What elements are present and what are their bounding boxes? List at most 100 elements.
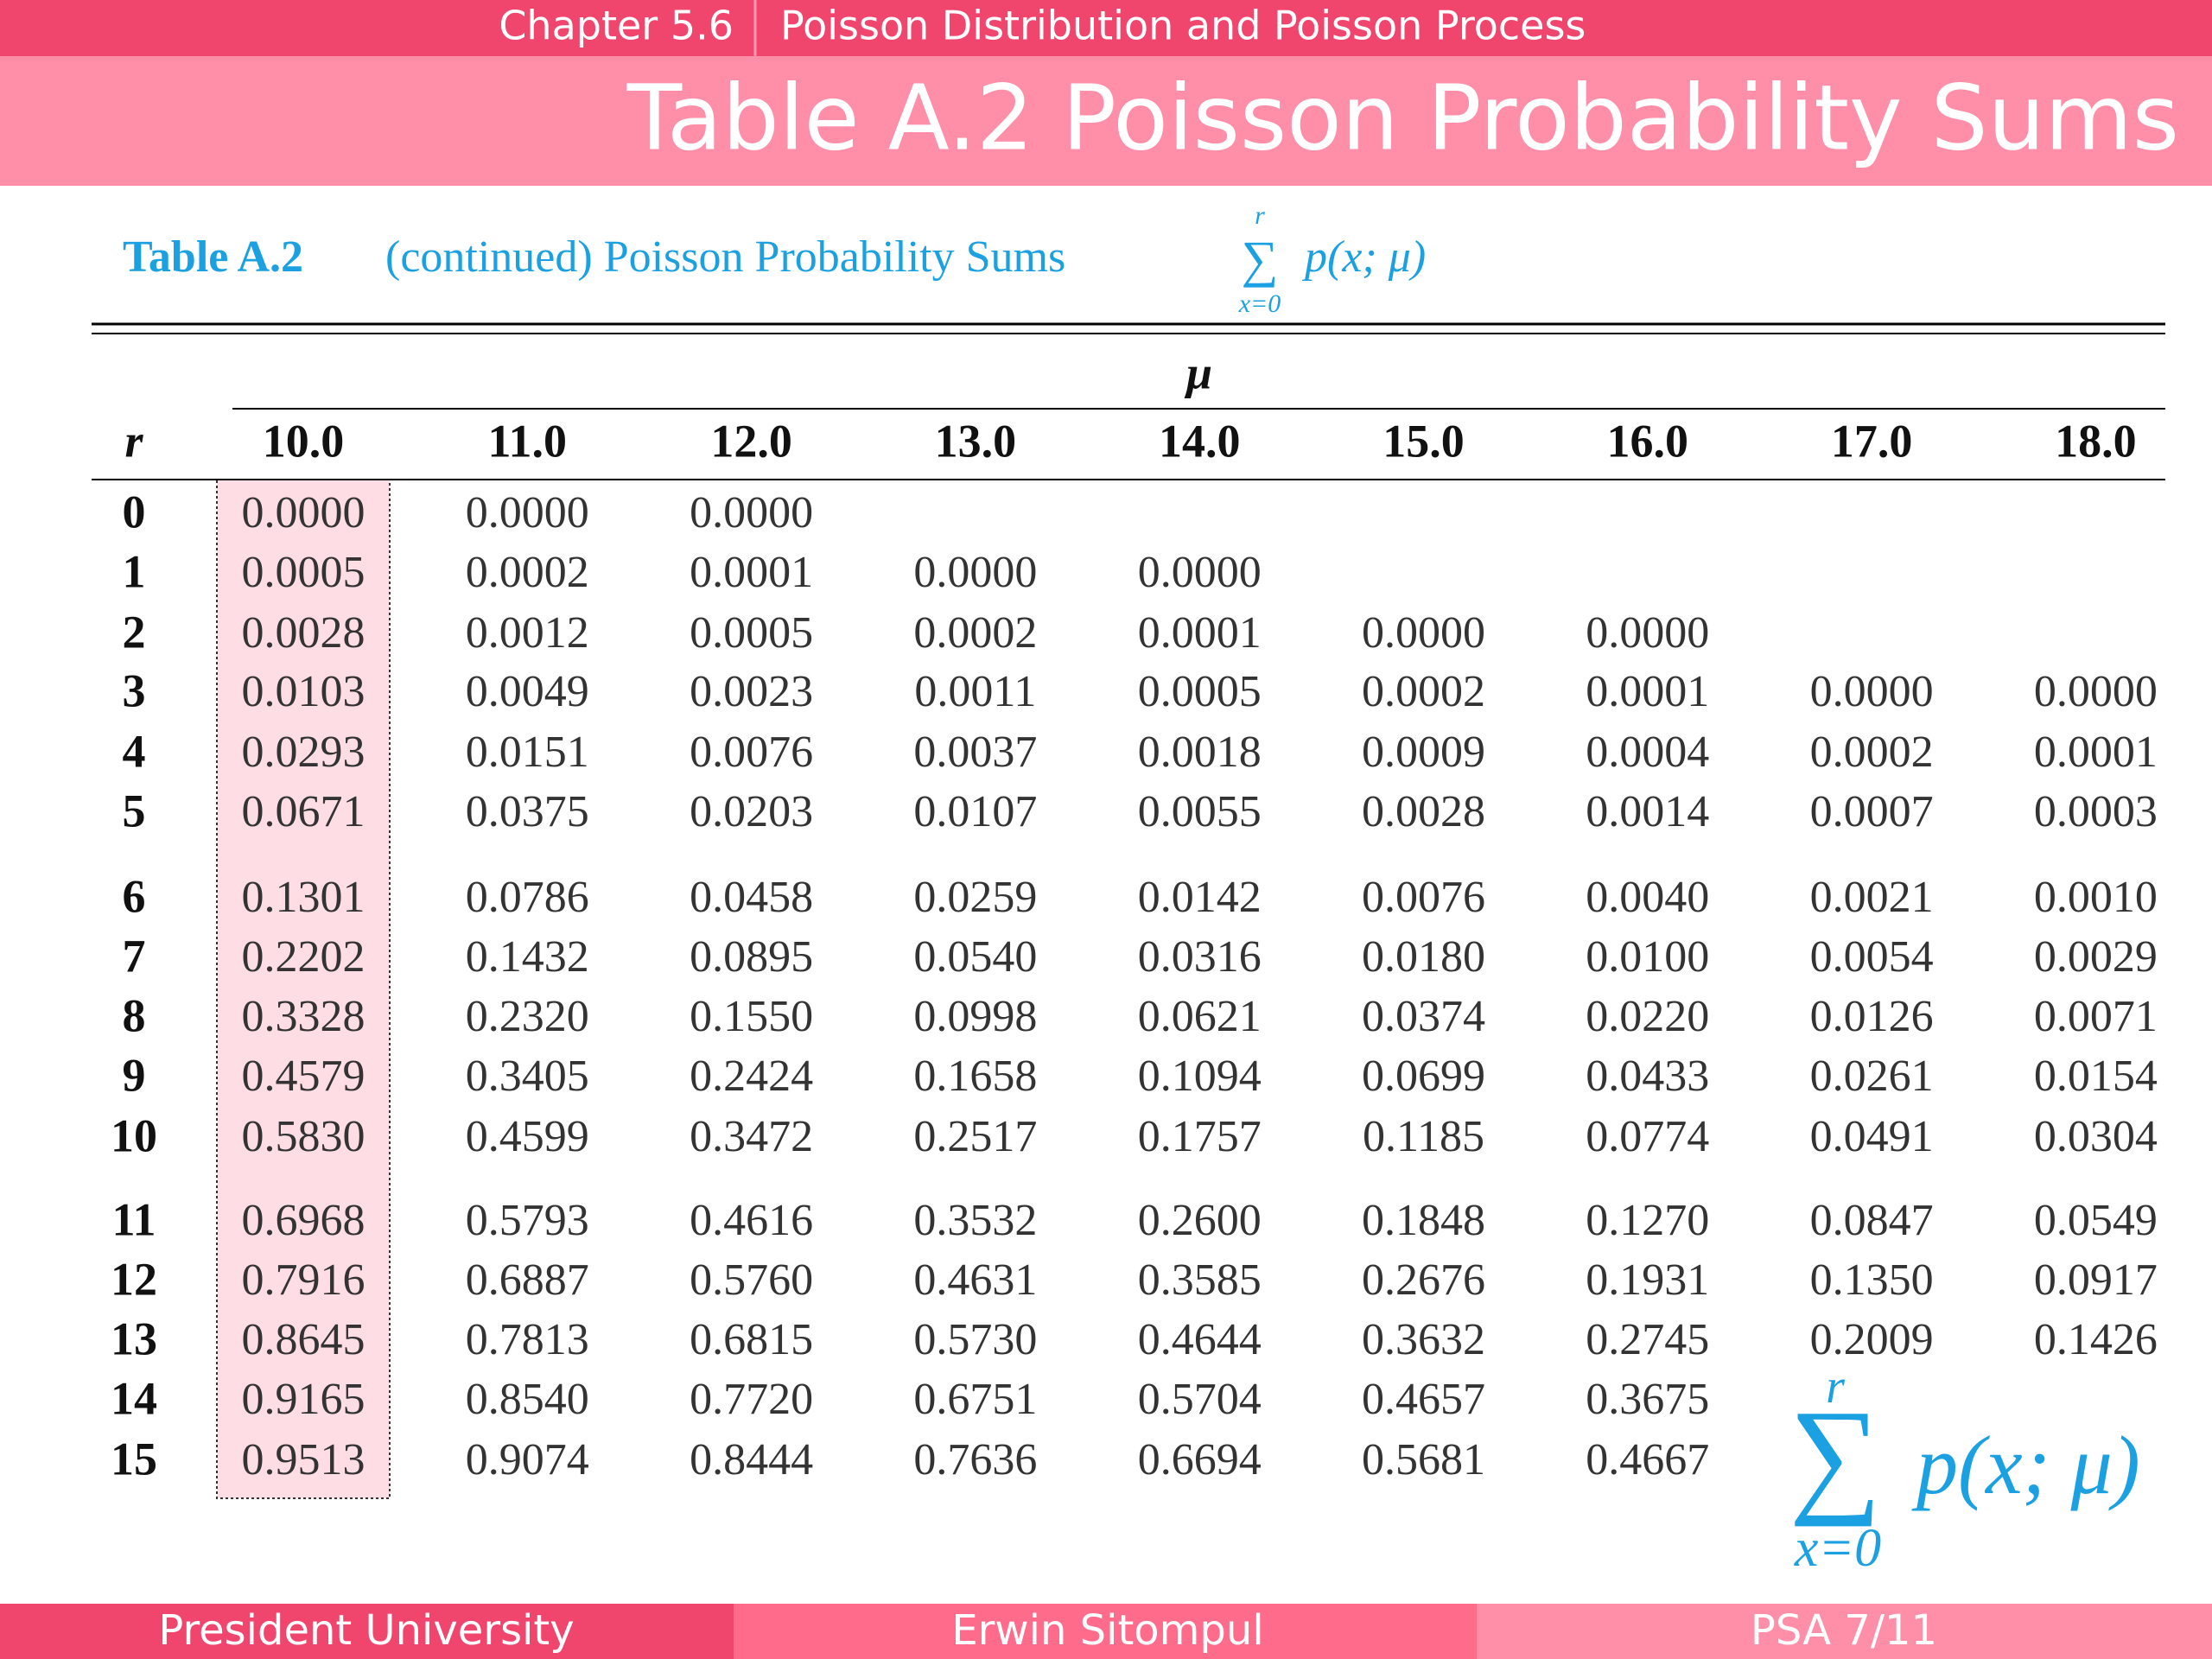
cell: 0.0028 <box>242 608 365 658</box>
cell: 0.3472 <box>690 1112 813 1161</box>
cell: 0.5704 <box>1138 1375 1262 1424</box>
cell: 0.0005 <box>690 608 813 658</box>
column-header: 18.0 <box>2055 415 2137 467</box>
cell: 0.3405 <box>466 1052 589 1101</box>
cell: 0.0005 <box>242 548 365 597</box>
cell: 0.2517 <box>913 1112 1037 1161</box>
cell: 0.5760 <box>690 1255 813 1305</box>
group-header: μ <box>1184 346 1212 398</box>
row-label: 13 <box>111 1313 157 1364</box>
cell: 0.0001 <box>690 548 813 597</box>
formula-lower: x=0 <box>1794 1519 1881 1578</box>
cell: 0.8444 <box>690 1435 813 1484</box>
cell: 0.0491 <box>1810 1112 1934 1161</box>
cell: 0.5793 <box>466 1196 589 1245</box>
cell: 0.0000 <box>913 548 1037 597</box>
row-label: 3 <box>123 664 146 716</box>
cell: 0.1432 <box>466 932 589 982</box>
cell: 0.0180 <box>1362 932 1485 982</box>
caption-label: Table A.2 <box>123 232 303 282</box>
row-label: 5 <box>123 785 146 836</box>
cell: 0.2600 <box>1138 1196 1262 1245</box>
cell: 0.1350 <box>1810 1255 1934 1305</box>
cell: 0.0261 <box>1810 1052 1934 1101</box>
cell: 0.5681 <box>1362 1435 1485 1484</box>
cell: 0.0000 <box>1810 667 1934 716</box>
cell: 0.0374 <box>1362 992 1485 1041</box>
cell: 0.0004 <box>1586 728 1709 777</box>
chapter: Chapter 5.6 <box>499 3 734 49</box>
cell: 0.6815 <box>690 1315 813 1364</box>
cell: 0.4657 <box>1362 1375 1485 1424</box>
highlight-column <box>216 479 391 1499</box>
row-label: 0 <box>123 486 146 537</box>
cell: 0.6887 <box>466 1255 589 1305</box>
cell: 0.0014 <box>1586 787 1709 836</box>
cell: 0.0154 <box>2034 1052 2158 1101</box>
cell: 0.4631 <box>913 1255 1037 1305</box>
cell: 0.1757 <box>1138 1112 1262 1161</box>
cell: 0.0021 <box>1810 873 1934 922</box>
cell: 0.3632 <box>1362 1315 1485 1364</box>
cell: 0.0000 <box>1586 608 1709 658</box>
cell: 0.0316 <box>1138 932 1262 982</box>
cell: 0.1270 <box>1586 1196 1709 1245</box>
cell: 0.0055 <box>1138 787 1262 836</box>
cell: 0.0100 <box>1586 932 1709 982</box>
caption-sum: ∑ <box>1242 231 1279 288</box>
cell: 0.1931 <box>1586 1255 1709 1305</box>
cell: 0.0028 <box>1362 787 1485 836</box>
cell: 0.9513 <box>242 1435 365 1484</box>
formula-sum: ∑ <box>1789 1383 1882 1527</box>
cell: 0.0774 <box>1586 1112 1709 1161</box>
cell: 0.0002 <box>913 608 1037 658</box>
cell: 0.0151 <box>466 728 589 777</box>
cell: 0.1848 <box>1362 1196 1485 1245</box>
row-label: 4 <box>123 725 146 777</box>
cell: 0.2009 <box>1810 1315 1934 1364</box>
cell: 0.0000 <box>690 488 813 537</box>
row-label: 12 <box>111 1253 157 1305</box>
cell: 0.0002 <box>466 548 589 597</box>
cell: 0.0304 <box>2034 1112 2158 1161</box>
row-label: 7 <box>123 930 146 982</box>
cell: 0.4599 <box>466 1112 589 1161</box>
row-label: 11 <box>111 1193 156 1245</box>
cell: 0.2745 <box>1586 1315 1709 1364</box>
cell: 0.0076 <box>690 728 813 777</box>
cell: 0.0540 <box>913 932 1037 982</box>
cell: 0.1426 <box>2034 1315 2158 1364</box>
cell: 0.0005 <box>1138 667 1262 716</box>
cell: 0.3532 <box>913 1196 1037 1245</box>
cell: 0.9165 <box>242 1375 365 1424</box>
cell: 0.3675 <box>1586 1375 1709 1424</box>
cell: 0.0000 <box>2034 667 2158 716</box>
column-header: 14.0 <box>1159 415 1241 467</box>
cell: 0.0000 <box>1362 608 1485 658</box>
cell: 0.0203 <box>690 787 813 836</box>
title-bar <box>0 56 2212 186</box>
cell: 0.0671 <box>242 787 365 836</box>
cell: 0.3328 <box>242 992 365 1041</box>
row-header: r <box>124 415 143 467</box>
column-header: 13.0 <box>935 415 1017 467</box>
footer-right-bar <box>1477 1604 2212 1659</box>
cell: 0.0786 <box>466 873 589 922</box>
cell: 0.1185 <box>1363 1112 1484 1161</box>
cell: 0.1301 <box>242 873 365 922</box>
topic: Poisson Distribution and Poisson Process <box>780 3 1586 49</box>
table: 10.0 11.0 12.0 13.0 14.0 15.0 16.0 17.0 18.0 0 0.0… <box>111 415 2158 1484</box>
cell: 0.8645 <box>242 1315 365 1364</box>
cell: 0.0259 <box>913 873 1037 922</box>
caption-lower: x=0 <box>1238 289 1281 318</box>
footer-left: President University <box>158 1606 574 1655</box>
column-header: 17.0 <box>1831 415 1913 467</box>
top-bar <box>0 0 2212 56</box>
cell: 0.0699 <box>1362 1052 1485 1101</box>
row-label: 14 <box>111 1372 157 1424</box>
formula-upper: r <box>1826 1360 1845 1414</box>
caption-upper: r <box>1255 201 1265 230</box>
cell: 0.0029 <box>2034 932 2158 982</box>
cell: 0.2320 <box>466 992 589 1041</box>
